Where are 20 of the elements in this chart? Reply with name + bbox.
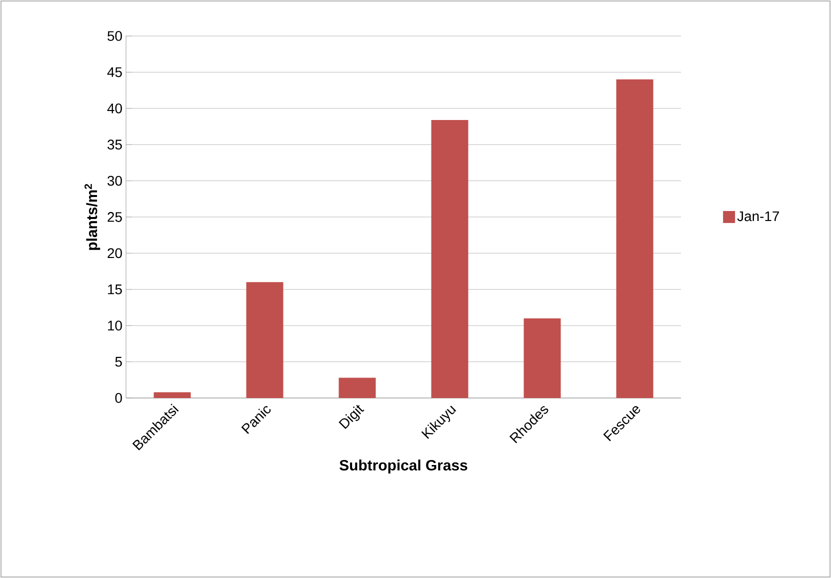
y-tick-label: 25: [108, 212, 122, 222]
y-axis-title: plants/m$^{2}$: [84, 184, 100, 250]
y-tick-label: 40: [107, 103, 122, 114]
y-tick-label: 15: [108, 284, 122, 294]
y-tick-label: 30: [108, 176, 122, 186]
legend-label: Jan-17: [737, 211, 779, 222]
y-tick-label: 45: [107, 67, 122, 78]
bar: [246, 282, 284, 398]
y-tick-label: 10: [108, 320, 122, 331]
y-tick-label: 35: [108, 140, 122, 150]
y-tick-label: 0: [115, 393, 122, 403]
y-tick-label: 5: [115, 356, 122, 367]
x-axis-title: Subtropical Grass: [340, 460, 468, 474]
y-tick-label: 50: [108, 31, 122, 41]
bar: [338, 378, 376, 398]
y-tick-label: 20: [108, 248, 122, 258]
bar: [154, 392, 191, 398]
bar: [616, 79, 654, 398]
bar: [431, 120, 468, 398]
bar: [524, 318, 561, 398]
